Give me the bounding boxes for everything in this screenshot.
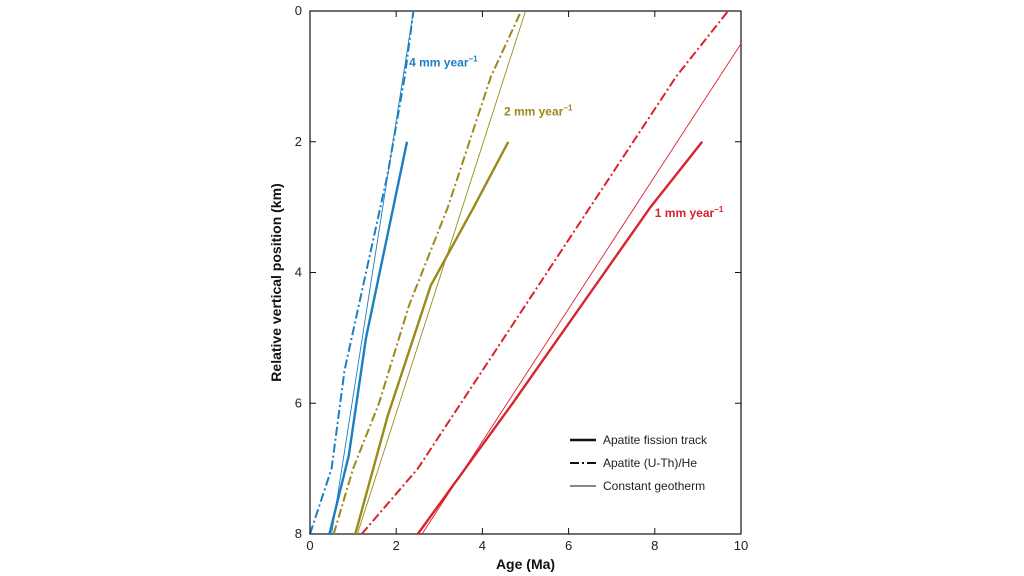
series-line-solid-thick-3 xyxy=(354,141,510,535)
y-tick-label: 6 xyxy=(295,395,302,410)
y-tick-label: 0 xyxy=(295,3,302,18)
series-line-solid-thin-8 xyxy=(421,43,742,535)
series-line-dash-dot-7 xyxy=(360,10,729,535)
series-line-solid-thin-5 xyxy=(356,10,526,535)
x-tick-label: 10 xyxy=(734,538,748,553)
rate-label: 1 mm year−1 xyxy=(655,205,724,220)
series-line-solid-thick-0 xyxy=(328,141,409,535)
y-tick-label: 8 xyxy=(295,526,302,541)
rate-label-text: 2 mm year xyxy=(504,105,564,119)
series-line-dash-dot-4 xyxy=(332,10,523,535)
y-tick-label: 4 xyxy=(295,265,302,280)
legend-label: Apatite fission track xyxy=(603,433,708,447)
legend: Apatite fission track Apatite (U-Th)/He Co… xyxy=(570,433,708,493)
x-tick-label: 0 xyxy=(306,538,313,553)
rate-label-superscript: −1 xyxy=(714,205,724,214)
series-line-solid-thick-6 xyxy=(416,141,704,535)
rate-label-superscript: −1 xyxy=(469,55,479,64)
rate-labels-layer: 4 mm year−12 mm year−11 mm year−1 xyxy=(409,55,724,220)
series-line-solid-thin-2 xyxy=(331,10,414,535)
rate-label-text: 4 mm year xyxy=(409,56,469,70)
x-tick-label: 4 xyxy=(479,538,486,553)
x-axis-title: Age (Ma) xyxy=(496,556,555,572)
y-tick-label: 2 xyxy=(295,134,302,149)
x-tick-label: 6 xyxy=(565,538,572,553)
rate-label-superscript: −1 xyxy=(563,104,573,113)
rate-label-text: 1 mm year xyxy=(655,206,715,220)
legend-label: Apatite (U-Th)/He xyxy=(603,456,697,470)
y-axis-title: Relative vertical position (km) xyxy=(268,183,284,381)
legend-label: Constant geotherm xyxy=(603,479,705,493)
ticks-layer: 0 2 4 6 8 10 0 2 4 6 8 xyxy=(295,3,748,553)
x-tick-label: 2 xyxy=(393,538,400,553)
series-line-dash-dot-1 xyxy=(309,10,415,535)
series-lines-layer xyxy=(309,10,742,535)
rate-label: 2 mm year−1 xyxy=(504,104,573,119)
rate-label: 4 mm year−1 xyxy=(409,55,478,70)
x-tick-label: 8 xyxy=(651,538,658,553)
